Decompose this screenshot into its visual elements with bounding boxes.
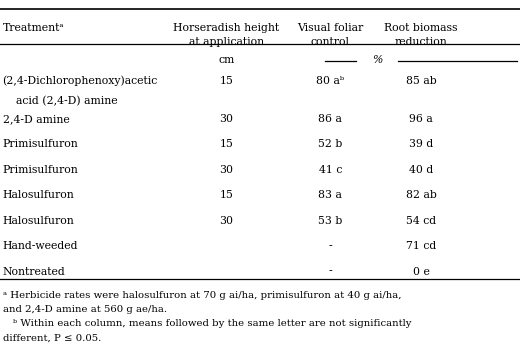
- Text: -: -: [329, 241, 332, 251]
- Text: 71 cd: 71 cd: [406, 241, 436, 251]
- Text: 54 cd: 54 cd: [406, 216, 436, 226]
- Text: at application: at application: [189, 37, 264, 47]
- Text: (2,4-Dichlorophenoxy)acetic: (2,4-Dichlorophenoxy)acetic: [3, 76, 158, 86]
- Text: control: control: [311, 37, 349, 47]
- Text: ᵃ Herbicide rates were halosulfuron at 70 g ai/ha, primisulfuron at 40 g ai/ha,: ᵃ Herbicide rates were halosulfuron at 7…: [3, 291, 401, 300]
- Text: cm: cm: [218, 55, 235, 65]
- Text: 80 aᵇ: 80 aᵇ: [316, 76, 344, 86]
- Text: 40 d: 40 d: [409, 165, 433, 175]
- Text: Primisulfuron: Primisulfuron: [3, 139, 79, 149]
- Text: 2,4-D amine: 2,4-D amine: [3, 114, 69, 124]
- Text: 0 e: 0 e: [413, 267, 430, 276]
- Text: Halosulfuron: Halosulfuron: [3, 216, 74, 226]
- Text: 30: 30: [219, 165, 233, 175]
- Text: 30: 30: [219, 114, 233, 124]
- Text: Horseradish height: Horseradish height: [173, 23, 279, 33]
- Text: 53 b: 53 b: [318, 216, 342, 226]
- Text: %: %: [372, 55, 382, 65]
- Text: 52 b: 52 b: [318, 139, 342, 149]
- Text: 30: 30: [219, 216, 233, 226]
- Text: Hand-weeded: Hand-weeded: [3, 241, 78, 251]
- Text: 15: 15: [219, 139, 233, 149]
- Text: 82 ab: 82 ab: [406, 190, 437, 200]
- Text: 39 d: 39 d: [409, 139, 433, 149]
- Text: and 2,4-D amine at 560 g ae/ha.: and 2,4-D amine at 560 g ae/ha.: [3, 305, 167, 314]
- Text: reduction: reduction: [395, 37, 448, 47]
- Text: ᵇ Within each column, means followed by the same letter are not significantly: ᵇ Within each column, means followed by …: [13, 319, 411, 328]
- Text: acid (2,4-D) amine: acid (2,4-D) amine: [16, 96, 117, 107]
- Text: Halosulfuron: Halosulfuron: [3, 190, 74, 200]
- Text: 15: 15: [219, 76, 233, 86]
- Text: -: -: [329, 267, 332, 276]
- Text: different, P ≤ 0.05.: different, P ≤ 0.05.: [3, 334, 101, 342]
- Text: Treatmentᵃ: Treatmentᵃ: [3, 23, 64, 33]
- Text: 96 a: 96 a: [409, 114, 433, 124]
- Text: 86 a: 86 a: [318, 114, 342, 124]
- Text: Nontreated: Nontreated: [3, 267, 66, 276]
- Text: 15: 15: [219, 190, 233, 200]
- Text: 83 a: 83 a: [318, 190, 342, 200]
- Text: Primisulfuron: Primisulfuron: [3, 165, 79, 175]
- Text: Visual foliar: Visual foliar: [297, 23, 363, 33]
- Text: Root biomass: Root biomass: [384, 23, 458, 33]
- Text: 41 c: 41 c: [319, 165, 342, 175]
- Text: 85 ab: 85 ab: [406, 76, 437, 86]
